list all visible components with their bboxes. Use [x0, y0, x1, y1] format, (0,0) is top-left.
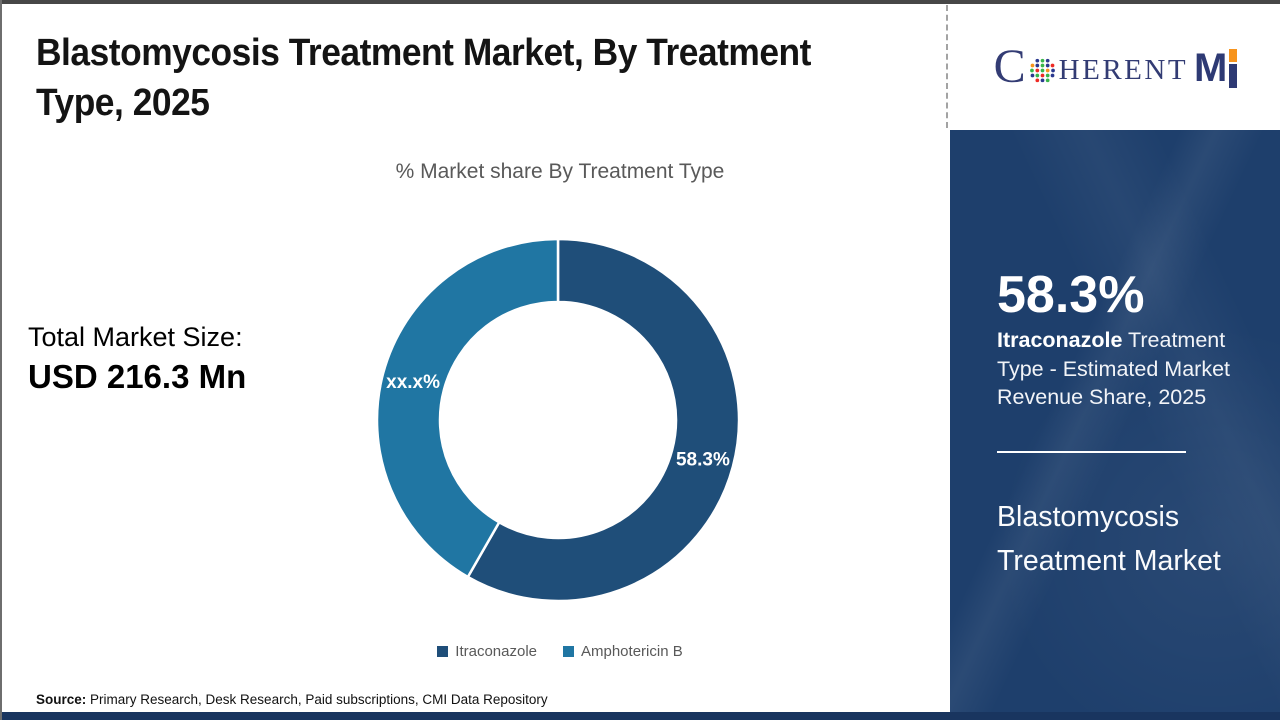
sidebar: 58.3% Itraconazole Treatment Type - Esti…	[950, 130, 1280, 720]
legend-item-amphotericin-b: Amphotericin B	[563, 643, 683, 660]
chart-legend: Itraconazole Amphotericin B	[110, 643, 1010, 660]
legend-label: Itraconazole	[455, 643, 537, 660]
logo: C HERENT M	[951, 4, 1280, 130]
market-name: Blastomycosis Treatment Market	[997, 501, 1221, 577]
logo-letter-i-icon	[1229, 48, 1238, 88]
stat-description-highlight: Itraconazole	[997, 328, 1123, 352]
legend-label: Amphotericin B	[581, 643, 683, 660]
logo-letters-herent: HERENT	[1058, 53, 1189, 86]
stat-description: Itraconazole Treatment Type - Estimated …	[997, 326, 1259, 412]
page-title: Blastomycosis Treatment Market, By Treat…	[36, 28, 966, 128]
slice-label-itraconazole: 58.3%	[676, 449, 730, 470]
donut-slice-itraconazole	[466, 237, 741, 603]
total-market-size: Total Market Size: USD 216.3 Mn	[28, 322, 246, 396]
left-border	[0, 0, 2, 720]
total-market-label: Total Market Size:	[28, 322, 243, 352]
source-label: Source:	[36, 692, 87, 707]
logo-letter-c: C	[993, 40, 1026, 93]
bottom-bar	[0, 712, 1280, 720]
stat-description-rest: Treatment Type - Estimated Market Revenu…	[997, 328, 1230, 409]
total-market-value: USD 216.3 Mn	[28, 358, 247, 395]
page-title-line2: Type, 2025	[36, 82, 210, 124]
stat-value: 58.3%	[997, 266, 1145, 324]
donut-slice-amphotericin-b	[375, 237, 560, 579]
dashed-separator	[946, 5, 948, 128]
slice-label-amphotericin-b: xx.x%	[386, 372, 440, 393]
source-text: Primary Research, Desk Research, Paid su…	[86, 692, 548, 707]
page-title-line1: Blastomycosis Treatment Market, By Treat…	[36, 32, 811, 74]
donut-chart: 58.3% xx.x%	[375, 237, 741, 603]
legend-swatch	[563, 646, 574, 657]
source-note: Source: Primary Research, Desk Research,…	[36, 692, 548, 707]
legend-swatch	[437, 646, 449, 657]
legend-item-itraconazole: Itraconazole	[437, 643, 537, 660]
logo-letter-m: M	[1194, 45, 1227, 90]
sidebar-divider	[997, 451, 1186, 453]
top-border	[0, 0, 1280, 4]
globe-icon	[1029, 58, 1055, 82]
chart-subtitle: % Market share By Treatment Type	[395, 160, 725, 183]
